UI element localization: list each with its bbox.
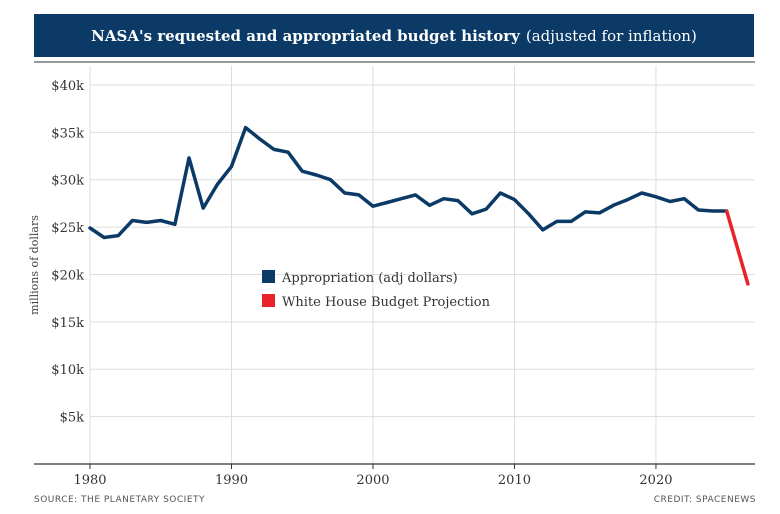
y-tick-label: $15k — [51, 316, 84, 331]
y-tick-label: $35k — [51, 126, 84, 141]
credit-note: CREDIT: SPACENEWS — [653, 495, 756, 505]
legend-label-appropriation: Appropriation (adj dollars) — [281, 271, 458, 286]
chart-subtitle: (adjusted for inflation) — [525, 26, 697, 45]
y-tick-label: $5k — [60, 411, 85, 426]
chart-title: NASA's requested and appropriated budget… — [91, 26, 520, 45]
chart-title-bar: NASA's requested and appropriated budget… — [34, 14, 754, 57]
projection-line — [724, 209, 750, 286]
x-tick-label: 1980 — [73, 473, 106, 488]
y-tick-label: $40k — [51, 79, 84, 94]
legend-swatch-projection — [262, 294, 275, 307]
x-tick-label: 1990 — [215, 473, 248, 488]
legend-swatch-appropriation — [262, 270, 275, 283]
legend-label-projection: White House Budget Projection — [282, 295, 491, 310]
y-tick-label: $30k — [51, 174, 84, 189]
y-tick-label: $25k — [51, 221, 84, 236]
appropriation-line — [88, 125, 729, 240]
y-tick-label: $10k — [51, 363, 84, 378]
x-tick-label: 2010 — [498, 473, 531, 488]
y-axis-label: millions of dollars — [28, 215, 41, 315]
source-note: SOURCE: THE PLANETARY SOCIETY — [34, 495, 205, 505]
x-tick-label: 2000 — [356, 473, 389, 488]
y-tick-label: $20k — [51, 268, 84, 283]
x-tick-label: 2020 — [639, 473, 672, 488]
